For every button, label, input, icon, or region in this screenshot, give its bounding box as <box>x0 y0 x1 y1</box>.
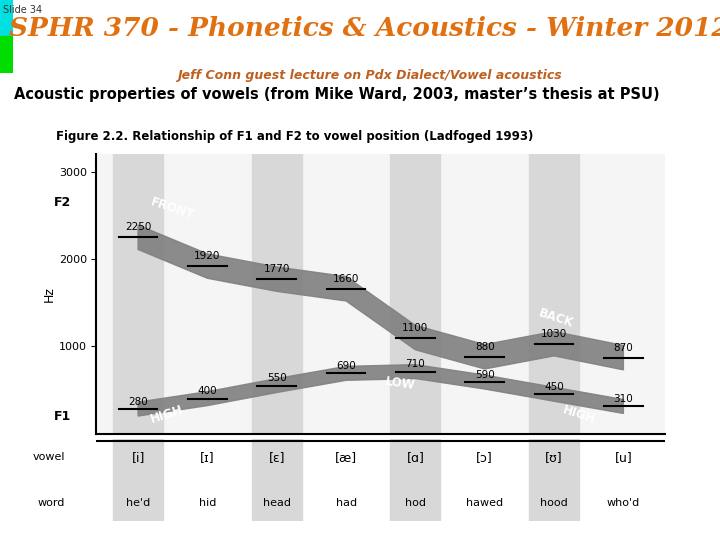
Text: 1100: 1100 <box>402 323 428 333</box>
Text: who'd: who'd <box>607 498 640 508</box>
Text: [ɑ]: [ɑ] <box>407 450 424 463</box>
Text: Slide 34: Slide 34 <box>3 5 42 15</box>
Text: had: had <box>336 498 356 508</box>
Text: [ɪ]: [ɪ] <box>200 450 215 463</box>
Bar <box>390 154 441 434</box>
Text: 1770: 1770 <box>264 265 290 274</box>
Text: hood: hood <box>540 498 568 508</box>
Text: vowel: vowel <box>33 452 66 462</box>
Bar <box>113 154 163 434</box>
Bar <box>529 439 579 521</box>
Polygon shape <box>138 225 624 370</box>
Text: Jeff Conn guest lecture on Pdx Dialect/Vowel acoustics: Jeff Conn guest lecture on Pdx Dialect/V… <box>176 69 562 82</box>
Text: 690: 690 <box>336 361 356 371</box>
Polygon shape <box>138 364 624 416</box>
Text: hod: hod <box>405 498 426 508</box>
Text: Figure 2.2. Relationship of F1 and F2 to vowel position (Ladfoged 1993): Figure 2.2. Relationship of F1 and F2 to… <box>56 130 534 143</box>
Text: Acoustic properties of vowels (from Mike Ward, 2003, master’s thesis at PSU): Acoustic properties of vowels (from Mike… <box>14 87 660 102</box>
Text: 280: 280 <box>128 397 148 407</box>
Text: 550: 550 <box>267 373 287 383</box>
Bar <box>0 0 13 36</box>
Text: 710: 710 <box>405 360 426 369</box>
Text: [i]: [i] <box>131 450 145 463</box>
Text: he'd: he'd <box>126 498 150 508</box>
Text: HIGH: HIGH <box>148 403 185 426</box>
Text: 1920: 1920 <box>194 251 220 261</box>
Y-axis label: Hz: Hz <box>43 286 56 302</box>
Text: hid: hid <box>199 498 216 508</box>
Text: [u]: [u] <box>614 450 632 463</box>
Text: F1: F1 <box>54 409 71 423</box>
Text: BACK: BACK <box>536 307 575 330</box>
Text: [ʊ]: [ʊ] <box>545 450 563 463</box>
Text: 880: 880 <box>475 342 495 352</box>
Bar <box>113 439 163 521</box>
Text: 2250: 2250 <box>125 222 151 233</box>
Text: [ɛ]: [ɛ] <box>269 450 285 463</box>
Text: FRONT: FRONT <box>148 195 196 222</box>
Bar <box>252 439 302 521</box>
Text: head: head <box>263 498 291 508</box>
Text: 590: 590 <box>475 370 495 380</box>
Text: LOW: LOW <box>384 375 416 393</box>
Text: 400: 400 <box>197 387 217 396</box>
Text: 1660: 1660 <box>333 274 359 284</box>
Bar <box>390 439 441 521</box>
Bar <box>529 154 579 434</box>
Bar <box>0 36 13 73</box>
Text: [ɔ]: [ɔ] <box>477 450 493 463</box>
Bar <box>252 154 302 434</box>
Text: 1030: 1030 <box>541 329 567 339</box>
Text: SPHR 370 - Phonetics & Acoustics - Winter 2012: SPHR 370 - Phonetics & Acoustics - Winte… <box>9 16 720 41</box>
Text: word: word <box>38 498 66 508</box>
Text: 450: 450 <box>544 382 564 392</box>
Text: 870: 870 <box>613 343 634 353</box>
Text: hawed: hawed <box>466 498 503 508</box>
Text: F2: F2 <box>54 196 71 209</box>
Text: HIGH: HIGH <box>561 404 597 427</box>
Text: 310: 310 <box>613 394 634 404</box>
Text: [æ]: [æ] <box>335 450 357 463</box>
